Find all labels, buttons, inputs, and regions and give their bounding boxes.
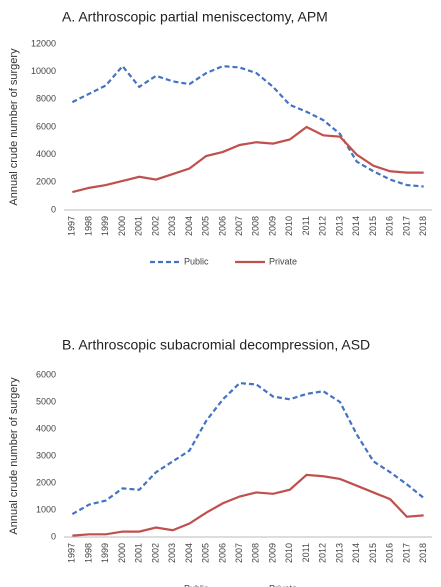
x-tick-label: 2018 <box>418 216 428 236</box>
x-tick-label: 2002 <box>150 216 160 236</box>
x-tick-label: 2007 <box>234 216 244 236</box>
x-tick-label: 2003 <box>167 543 177 563</box>
x-tick-label: 2002 <box>150 543 160 563</box>
legend-label: Public <box>184 583 209 587</box>
x-tick-label: 1999 <box>100 216 110 236</box>
x-tick-label: 1997 <box>67 216 77 236</box>
legend-label: Public <box>184 256 209 266</box>
y-tick-label: 2000 <box>36 477 56 487</box>
x-tick-label: 2005 <box>201 543 211 563</box>
x-tick-label: 2010 <box>284 543 294 563</box>
x-tick-label: 2009 <box>267 543 277 563</box>
y-tick-label: 1000 <box>36 504 56 514</box>
x-tick-label: 2011 <box>301 543 311 562</box>
x-tick-label: 2001 <box>134 543 144 563</box>
x-tick-label: 2013 <box>334 216 344 236</box>
x-tick-label: 2013 <box>334 543 344 563</box>
x-tick-label: 2004 <box>184 543 194 563</box>
y-tick-label: 5000 <box>36 396 56 406</box>
x-tick-label: 2018 <box>418 543 428 563</box>
series-line <box>72 125 424 194</box>
x-tick-label: 2016 <box>385 543 395 563</box>
y-tick-label: 12000 <box>31 38 56 48</box>
x-tick-label: 2000 <box>117 216 127 236</box>
y-tick-label: 6000 <box>36 121 56 131</box>
x-tick-label: 2017 <box>401 543 411 563</box>
x-tick-label: 2003 <box>167 216 177 236</box>
y-axis-label: Annual crude number of surgery <box>8 48 20 206</box>
x-tick-label: 2012 <box>318 543 328 563</box>
y-tick-label: 2000 <box>36 177 56 187</box>
x-tick-label: 2000 <box>117 543 127 563</box>
x-tick-label: 2017 <box>401 216 411 236</box>
series-line <box>72 473 424 537</box>
x-tick-label: 2012 <box>318 216 328 236</box>
chart-title: B. Arthroscopic subacromial decompressio… <box>62 337 370 353</box>
x-tick-label: 2008 <box>251 543 261 563</box>
y-tick-label: 4000 <box>36 149 56 159</box>
x-tick-label: 2008 <box>251 216 261 236</box>
x-tick-label: 1997 <box>67 543 77 563</box>
x-tick-label: 2006 <box>217 543 227 563</box>
legend-label: Private <box>269 583 297 587</box>
x-tick-label: 2014 <box>351 216 361 236</box>
x-tick-label: 2015 <box>368 543 378 563</box>
x-tick-label: 2004 <box>184 216 194 236</box>
x-tick-label: 2010 <box>284 216 294 236</box>
legend-label: Private <box>269 256 297 266</box>
x-tick-label: 1999 <box>100 543 110 563</box>
x-tick-label: 2007 <box>234 543 244 563</box>
x-tick-label: 2015 <box>368 216 378 236</box>
y-axis-label: Annual crude number of surgery <box>8 377 20 535</box>
x-tick-label: 2014 <box>351 543 361 563</box>
x-tick-label: 2016 <box>385 216 395 236</box>
y-tick-label: 4000 <box>36 423 56 433</box>
series-line <box>71 64 424 188</box>
x-tick-label: 1998 <box>83 543 93 563</box>
y-tick-label: 8000 <box>36 94 56 104</box>
y-tick-label: 10000 <box>31 66 56 76</box>
y-tick-label: 6000 <box>36 369 56 379</box>
x-tick-label: 1998 <box>83 216 93 236</box>
x-tick-label: 2006 <box>217 216 227 236</box>
y-tick-label: 3000 <box>36 450 56 460</box>
x-tick-label: 2001 <box>134 216 144 236</box>
chart-title: A. Arthroscopic partial meniscectomy, AP… <box>62 9 328 25</box>
x-tick-label: 2005 <box>201 216 211 236</box>
x-tick-label: 2009 <box>267 216 277 236</box>
x-tick-label: 2011 <box>301 216 311 235</box>
y-tick-label: 0 <box>51 531 56 541</box>
series-line <box>71 381 425 516</box>
y-tick-label: 0 <box>51 204 56 214</box>
